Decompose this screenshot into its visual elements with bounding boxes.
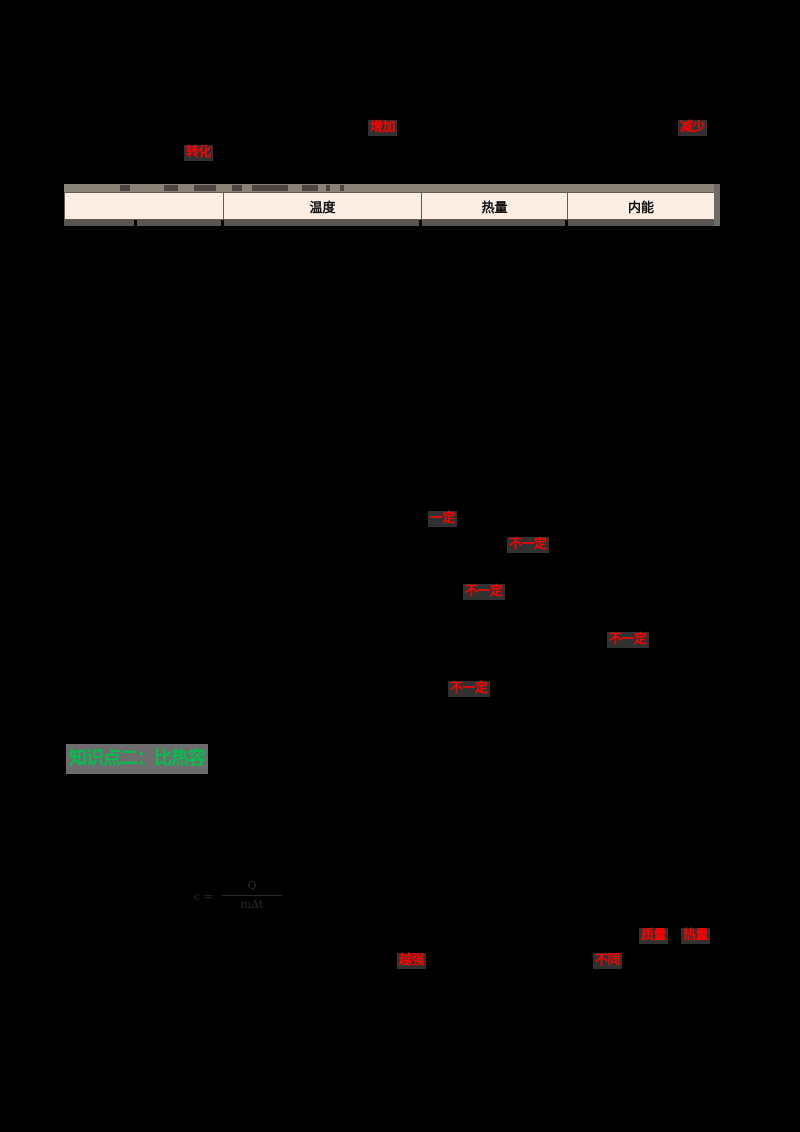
table-header-row: 温度 热量 内能 [64,192,715,220]
section-heading-specific-heat: 知识点二：比热容 [66,744,208,774]
properties-table: 温度 热量 内能 [64,192,715,220]
answer-label-not-necessarily-2: 不一定 [463,584,505,600]
header-cell-internal-energy: 内能 [567,192,715,220]
formula-numerator: Q [247,879,257,892]
table-row-partial [64,220,714,226]
answer-label-certain: 一定 [428,511,458,527]
answer-label-not-necessarily-1: 不一定 [507,537,549,553]
table-scroll-edge [714,184,720,226]
fraction-bar [222,895,282,896]
specific-heat-formula: c = Q mΔt [192,878,288,920]
answer-label-heat: 热量 [681,928,711,944]
formula-denominator: mΔt [240,898,264,911]
header-cell-temperature: 温度 [223,192,422,220]
header-cell-blank [64,192,224,220]
comparison-table: 温度 热量 内能 [64,184,720,226]
formula-lhs: c = [194,890,213,903]
formula-fraction: Q mΔt [222,878,282,913]
header-cell-heat: 热量 [421,192,568,220]
answer-label-mass: 质量 [639,928,669,944]
answer-label-not-necessarily-3: 不一定 [607,632,649,648]
answer-label-not-necessarily-4: 不一定 [448,681,490,697]
answer-label-transform: 转化 [184,145,214,161]
table-top-strip [64,184,720,192]
answer-label-different: 不同 [593,953,623,969]
answer-label-decrease: 减少 [678,120,708,136]
answer-label-stronger: 越强 [397,953,427,969]
answer-label-increase: 增加 [368,120,398,136]
